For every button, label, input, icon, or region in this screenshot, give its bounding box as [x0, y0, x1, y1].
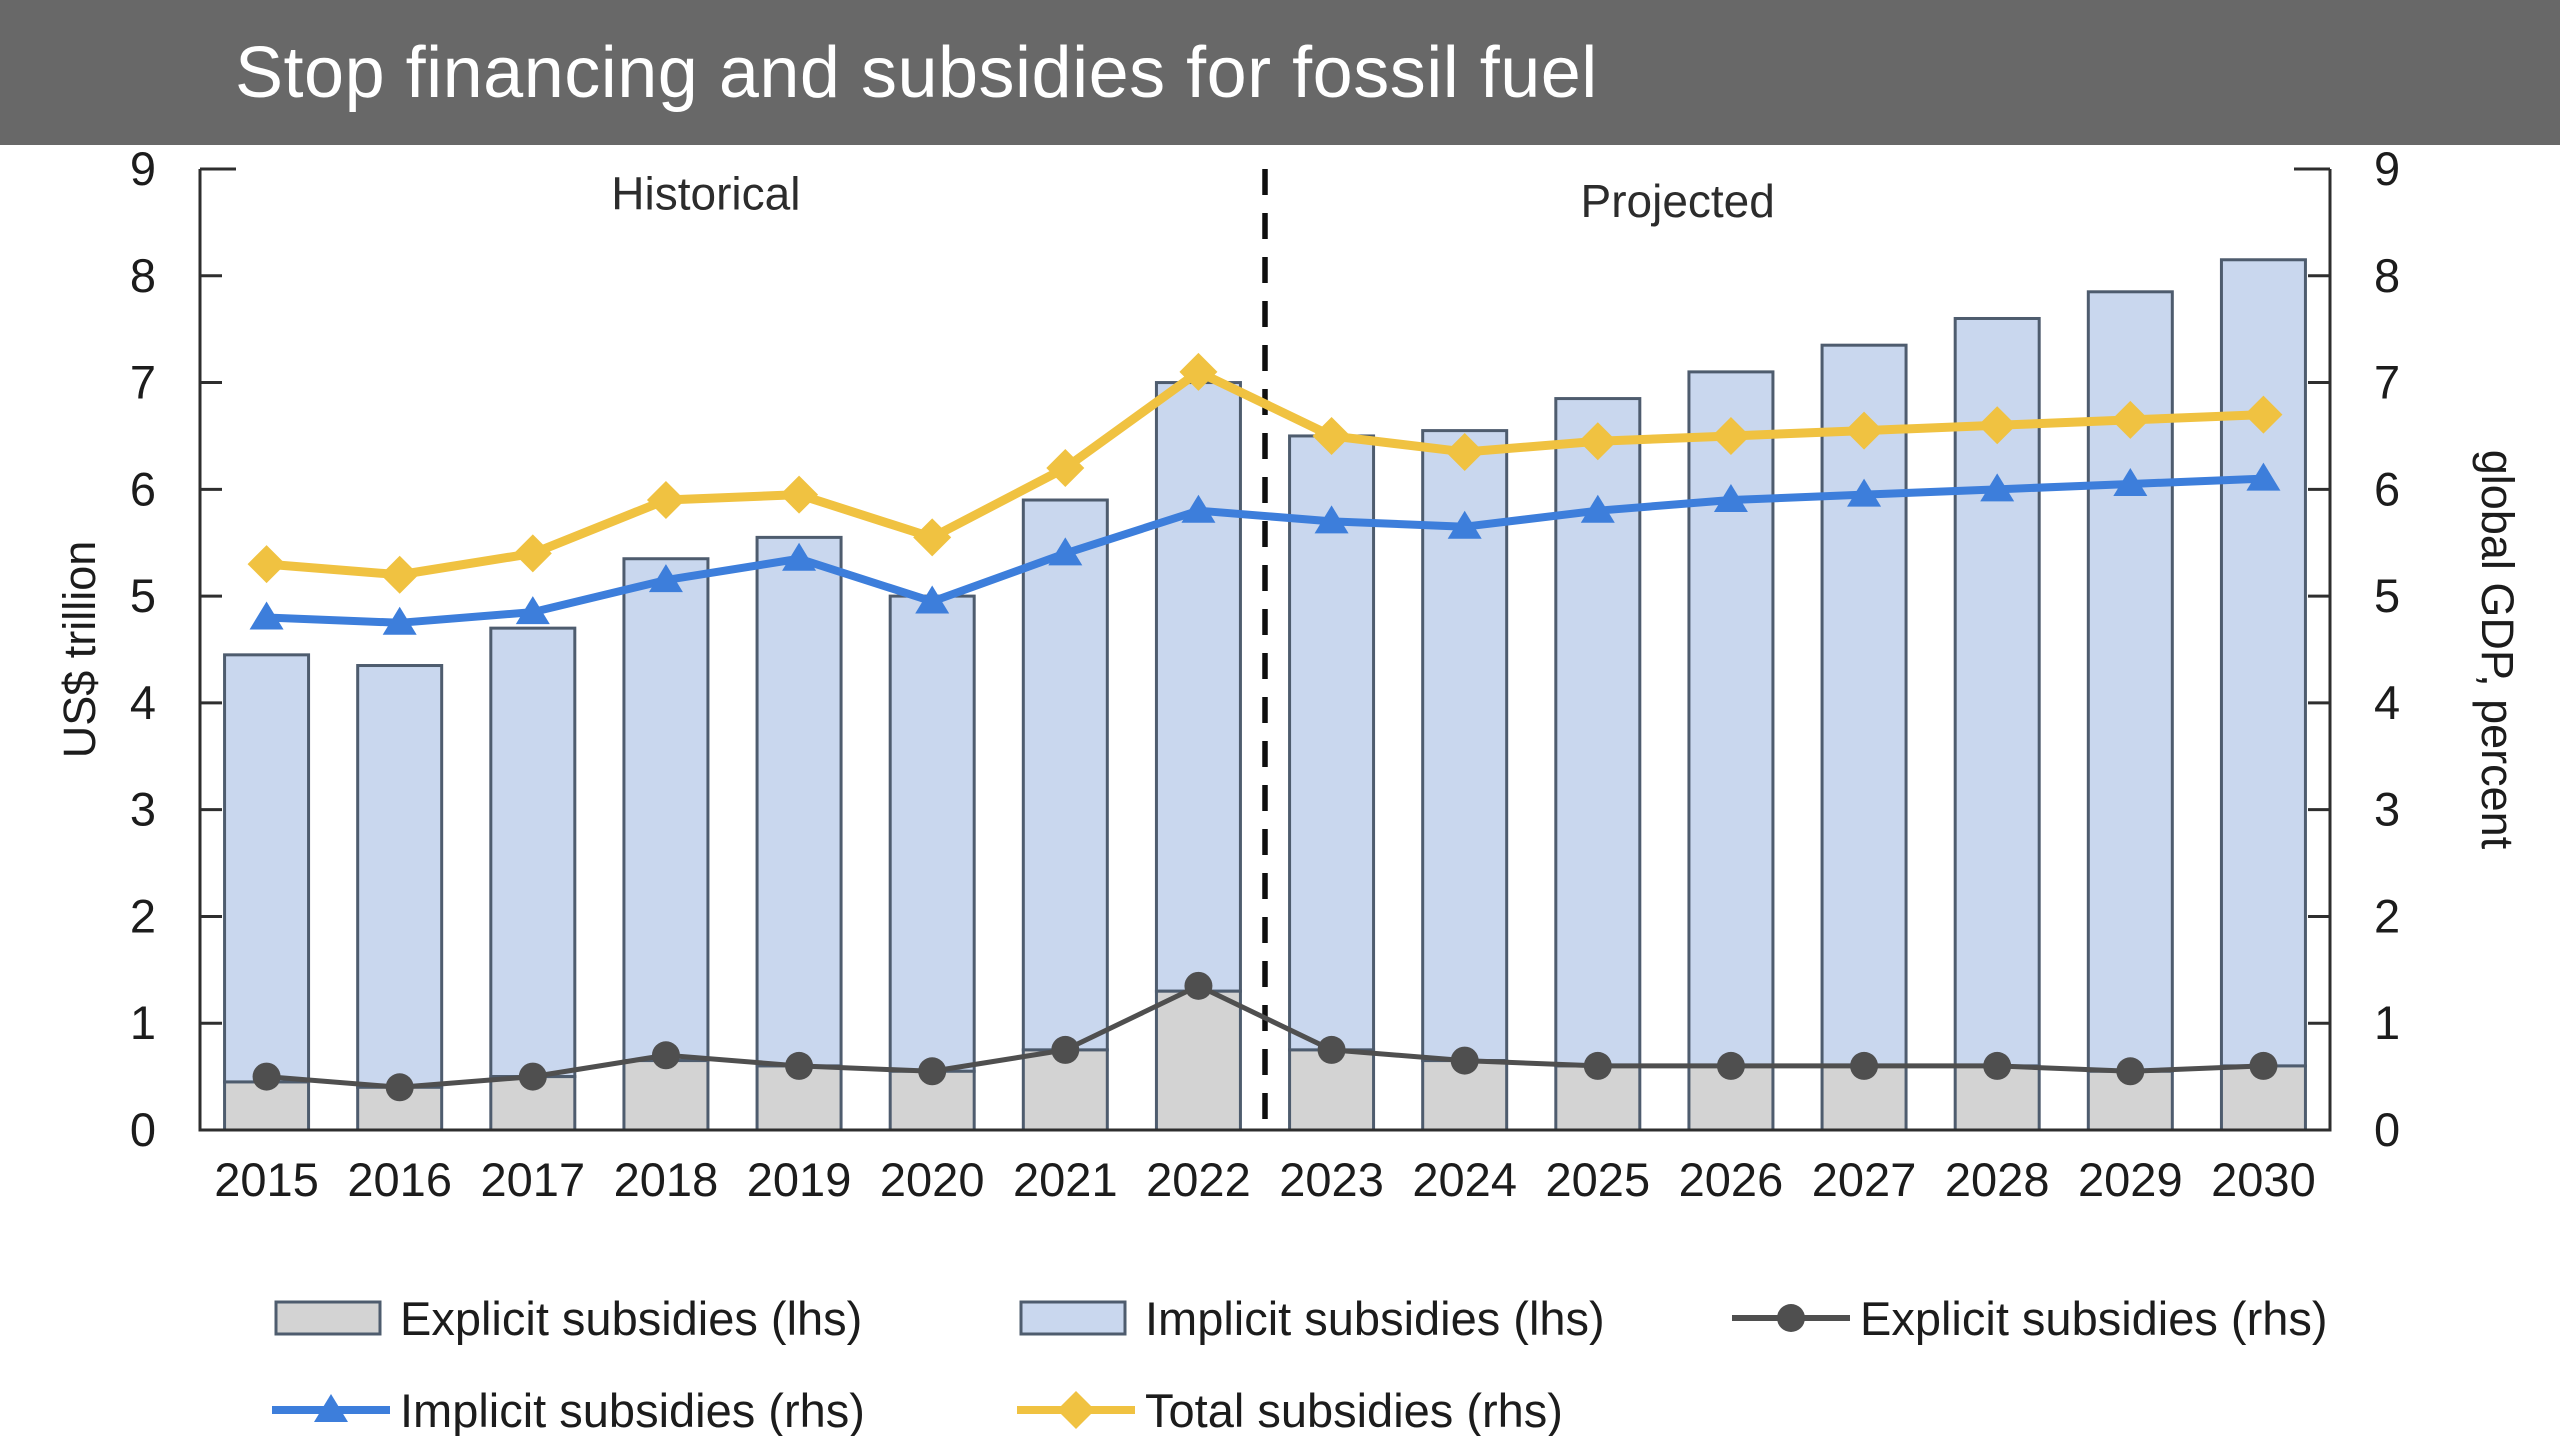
legend-label: Explicit subsidies (lhs)	[400, 1291, 863, 1345]
bar-swatch-gray-icon	[274, 1300, 382, 1336]
y-axis-right-tick: 0	[2374, 1103, 2400, 1156]
year-label: 2024	[1412, 1153, 1517, 1206]
axes: 0 0 1 1 2 2 3 3 4 4 5 5 6 6 7 7 8 8 9 9	[130, 145, 2400, 1156]
line-triangle-swatch-icon	[272, 1394, 390, 1422]
year-label: 2028	[1945, 1153, 2050, 1206]
y-axis-right-tick: 4	[2374, 676, 2400, 729]
legend-item-implicit-subsidies-lhs: Implicit subsidies (lhs)	[1017, 1289, 1732, 1347]
year-label: 2019	[747, 1153, 852, 1206]
line-total-subsidies-rhs	[247, 352, 2283, 594]
bar-segment-implicit	[489, 626, 577, 1079]
y-axis-left-tick: 2	[130, 889, 156, 942]
y-axis-left-tick: 0	[130, 1103, 156, 1156]
chart-legend: Explicit subsidies (lhs) Implicit subsid…	[0, 1215, 2560, 1436]
bar-segment-implicit	[2219, 258, 2307, 1068]
y-axis-right-tick: 8	[2374, 249, 2400, 302]
line-diamond-swatch-icon	[1017, 1391, 1135, 1429]
y-axis-right-tick: 6	[2374, 462, 2400, 515]
legend-label: Implicit subsidies (rhs)	[400, 1383, 865, 1436]
y-axis-left-tick: 8	[130, 249, 156, 302]
bar-segment-implicit	[1288, 434, 1376, 1052]
bar-segment-implicit	[223, 653, 311, 1084]
bar-segment-explicit	[356, 1085, 444, 1132]
year-label: 2020	[880, 1153, 985, 1206]
annotation-historical: Historical	[611, 168, 800, 220]
bar-segment-implicit	[1820, 343, 1908, 1068]
line-circle-swatch-icon	[1732, 1304, 1850, 1332]
bar-segment-explicit	[622, 1059, 710, 1132]
bar-segment-implicit	[622, 557, 710, 1063]
bar-segment-implicit	[755, 535, 843, 1068]
legend-item-total-subsidies-rhs: Total subsidies (rhs)	[1017, 1381, 1732, 1436]
year-label: 2015	[214, 1153, 319, 1206]
y-axis-left-tick: 9	[130, 145, 156, 195]
y-axis-left-tick: 5	[130, 569, 156, 622]
year-label: 2023	[1279, 1153, 1384, 1206]
year-label: 2022	[1146, 1153, 1251, 1206]
y-axis-left-tick: 7	[130, 356, 156, 409]
legend-label: Implicit subsidies (lhs)	[1145, 1291, 1605, 1345]
y-axis-left-title: US$ trillion	[54, 541, 105, 759]
bar-segment-implicit	[888, 594, 976, 1073]
y-axis-right-tick: 3	[2374, 783, 2400, 836]
year-label: 2018	[614, 1153, 719, 1206]
year-label: 2021	[1013, 1153, 1118, 1206]
y-axis-left-tick: 3	[130, 783, 156, 836]
subsidies-chart: 0 0 1 1 2 2 3 3 4 4 5 5 6 6 7 7 8 8 9 9 2015 2016 2017 2018 2019…	[54, 145, 2523, 1206]
bar-segment-explicit	[1154, 989, 1242, 1132]
year-label: 2029	[2078, 1153, 2183, 1206]
y-axis-right-title: global GDP, percent	[2472, 450, 2523, 850]
year-label: 2025	[1546, 1153, 1651, 1206]
chart-area: 0 0 1 1 2 2 3 3 4 4 5 5 6 6 7 7 8 8 9 9 2015 2016 2017 2018 2019…	[0, 145, 2560, 1436]
legend-item-explicit-subsidies-rhs: Explicit subsidies (rhs)	[1732, 1289, 2560, 1347]
bar-segment-implicit	[1021, 498, 1109, 1052]
y-axis-right-tick: 5	[2374, 569, 2400, 622]
y-axis-left-tick: 1	[130, 996, 156, 1049]
y-axis-left-tick: 6	[130, 462, 156, 515]
year-label: 2027	[1812, 1153, 1917, 1206]
year-label: 2026	[1679, 1153, 1784, 1206]
annotation-projected: Projected	[1581, 175, 1775, 227]
bar-segment-implicit	[1154, 381, 1242, 993]
y-axis-right-tick: 1	[2374, 996, 2400, 1049]
y-axis-right-tick: 7	[2374, 356, 2400, 409]
line-explicit-subsidies-rhs	[252, 971, 2278, 1102]
bar-swatch-blue-icon	[1019, 1300, 1127, 1336]
legend-label: Total subsidies (rhs)	[1145, 1383, 1563, 1436]
bar-segment-implicit	[1687, 370, 1775, 1068]
year-label: 2017	[481, 1153, 586, 1206]
legend-item-implicit-subsidies-rhs: Implicit subsidies (rhs)	[272, 1381, 1017, 1436]
legend-item-explicit-subsidies-lhs: Explicit subsidies (lhs)	[272, 1289, 1017, 1347]
y-axis-right-tick: 2	[2374, 889, 2400, 942]
y-axis-left-tick: 4	[130, 676, 156, 729]
y-axis-right-tick: 9	[2374, 145, 2400, 195]
bar-segment-implicit	[356, 664, 444, 1089]
year-label: 2016	[347, 1153, 452, 1206]
legend-label: Explicit subsidies (rhs)	[1860, 1291, 2328, 1345]
title-bar: Stop financing and subsidies for fossil …	[0, 0, 2560, 145]
x-axis-labels: 2015 2016 2017 2018 2019 2020 2021 2022 2023 2024…	[214, 1153, 2315, 1206]
line-implicit-subsidies-rhs	[249, 462, 2281, 635]
slide-title: Stop financing and subsidies for fossil …	[235, 32, 1598, 113]
year-label: 2030	[2211, 1153, 2316, 1206]
